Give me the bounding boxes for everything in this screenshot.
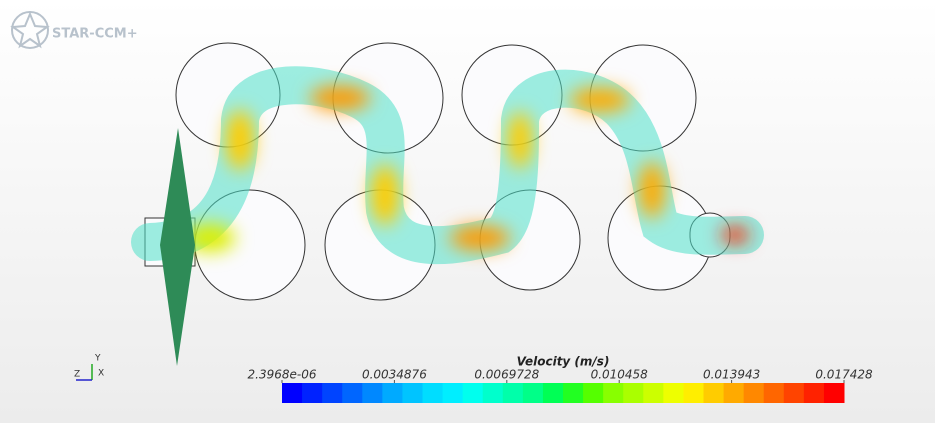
colorbar-swatch <box>463 383 484 403</box>
hotspot <box>721 227 749 243</box>
colorbar-swatch <box>683 383 704 403</box>
logo: STAR-CCM+ <box>12 12 138 48</box>
hotspot <box>371 165 399 225</box>
colorbar-swatch <box>764 383 785 403</box>
plane-section <box>160 128 195 366</box>
colorbar-swatch <box>663 383 684 403</box>
hotspot <box>310 86 370 110</box>
logo-text: STAR-CCM+ <box>52 27 138 42</box>
colorbar: 2.3968e-06 0.0034876 0.0069728 0.010458 0.01… <box>248 368 873 404</box>
colorbar-swatch <box>342 383 363 403</box>
hotspot <box>570 88 630 112</box>
colorbar-tick-label: 0.0034876 <box>362 368 427 382</box>
y-axis-label: Y <box>94 354 101 364</box>
colorbar-swatch <box>402 383 423 403</box>
colorbar-tick-label: 0.013943 <box>703 368 760 382</box>
colorbar-swatch <box>643 383 664 403</box>
logo-star <box>13 14 47 46</box>
colorbar-tick-label: 0.010458 <box>591 368 649 382</box>
colorbar-title: Velocity (m/s) <box>517 355 610 369</box>
colorbar-swatch <box>583 383 604 403</box>
colorbar-tick-label: 2.3968e-06 <box>248 368 317 382</box>
colorbar-swatch <box>423 383 444 403</box>
colorbar-swatch <box>362 383 383 403</box>
colorbar-swatch <box>724 383 745 403</box>
z-axis-label: Z <box>74 370 80 380</box>
colorbar-swatch <box>784 383 805 403</box>
colorbar-swatch <box>543 383 564 403</box>
colorbar-swatch <box>523 383 544 403</box>
colorbar-swatch <box>282 383 303 403</box>
x-axis-label: X <box>98 369 104 379</box>
hotspot <box>226 110 254 170</box>
colorbar-swatch <box>443 383 464 403</box>
colorbar-swatch <box>382 383 403 403</box>
colorbar-swatch <box>483 383 504 403</box>
colorbar-swatch <box>704 383 725 403</box>
colorbar-swatch <box>302 383 323 403</box>
colorbar-swatch <box>623 383 644 403</box>
colorbar-swatch <box>322 383 343 403</box>
page: {"logo": "STAR-CCM+", "axes_triad": {"x"… <box>0 0 935 423</box>
colorbar-swatch <box>503 383 524 403</box>
colorbar-swatch <box>824 383 845 403</box>
colorbar-swatch <box>744 383 765 403</box>
viewport: STAR-CCM+ Y X Z Ve <box>0 0 935 423</box>
colorbar-tick-label: 0.0069728 <box>474 368 539 382</box>
colorbar-tick-label: 0.017428 <box>815 368 873 382</box>
hotspot <box>639 162 665 218</box>
colorbar-swatch <box>603 383 624 403</box>
hotspot <box>508 112 532 168</box>
axes-triad: Y X Z <box>74 354 104 381</box>
colorbar-swatch <box>563 383 584 403</box>
hotspot <box>450 226 510 250</box>
colorbar-swatch <box>804 383 825 403</box>
